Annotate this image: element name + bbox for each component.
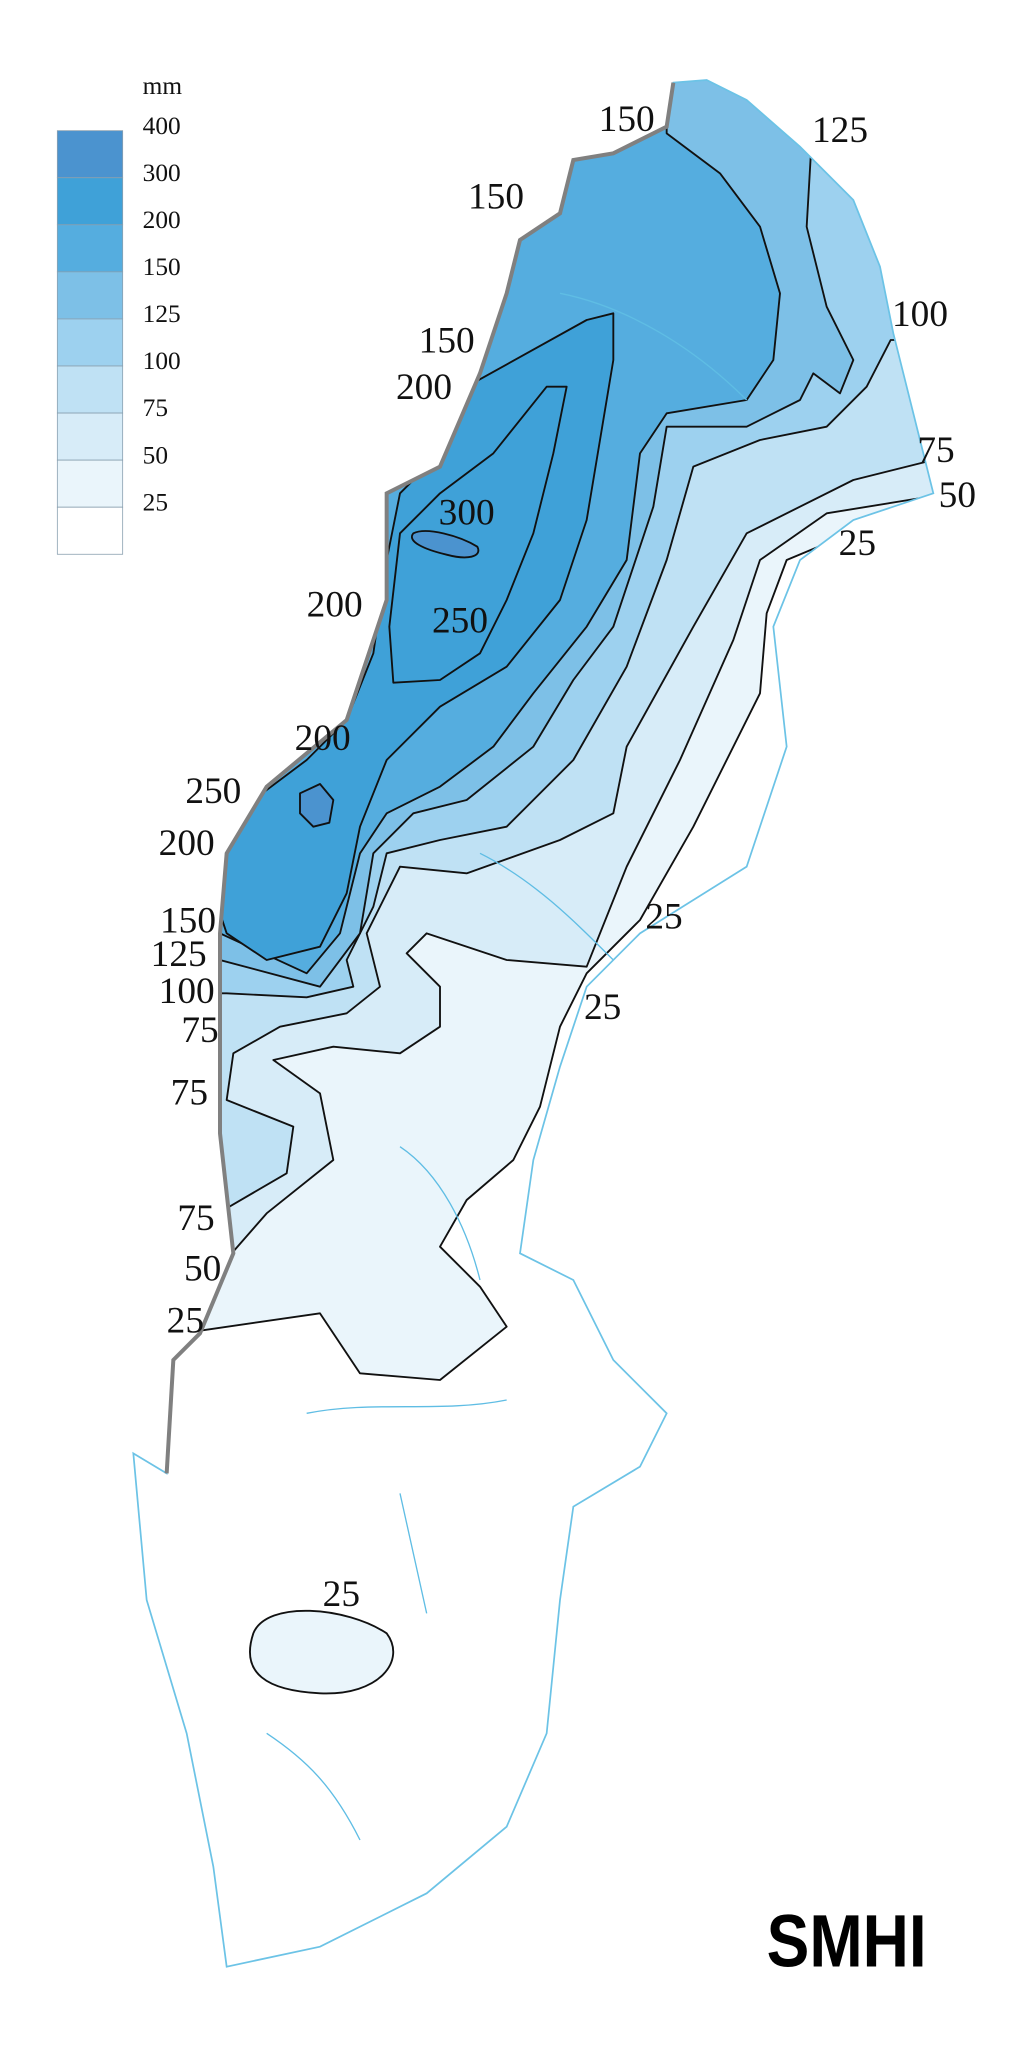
contour-label: 75 [181, 1010, 218, 1051]
legend-swatch [56, 271, 124, 320]
legend-swatch [56, 177, 124, 226]
legend-label: 75 [143, 394, 168, 422]
legend-swatch [56, 130, 124, 179]
legend-label: 100 [143, 347, 181, 375]
contour-label: 200 [295, 718, 351, 759]
zone [388, 385, 568, 684]
contour-label: 75 [171, 1073, 208, 1114]
contour-label: 50 [939, 475, 976, 516]
contour-label: 50 [184, 1249, 221, 1290]
national-border [164, 82, 676, 1474]
contour-label: 250 [185, 771, 241, 812]
contour-label: 125 [151, 934, 207, 975]
legend-swatch [56, 459, 124, 508]
contour-label: 100 [159, 971, 215, 1012]
contour-label: 150 [599, 99, 655, 140]
contour-label: 200 [307, 585, 363, 626]
contour-label: 100 [892, 294, 948, 335]
contour-label: 25 [839, 523, 876, 564]
legend-label: 400 [143, 112, 181, 140]
contour-label: 300 [439, 493, 495, 534]
legend-swatch [56, 365, 124, 414]
legend-label: 125 [143, 300, 181, 328]
contour-label: 125 [812, 110, 868, 151]
legend-label: 50 [143, 441, 168, 469]
contour-label: 200 [159, 823, 215, 864]
zone [410, 530, 480, 559]
logo: SMHI [767, 1898, 927, 1982]
legend-swatch [56, 318, 124, 367]
contour-label: 25 [323, 1574, 360, 1615]
contour-label: 150 [419, 321, 475, 362]
contour-label: 150 [160, 901, 216, 942]
contour-label: 25 [645, 897, 682, 938]
legend-unit: mm [143, 72, 183, 100]
zone [249, 1609, 395, 1695]
legend-label: 150 [143, 253, 181, 281]
contour-label: 75 [917, 430, 954, 471]
legend-label: 25 [143, 488, 168, 516]
legend-swatch [56, 412, 124, 461]
legend-swatch [56, 506, 124, 555]
contour-label: 200 [396, 367, 452, 408]
legend-swatch [56, 224, 124, 273]
legend-label: 300 [143, 159, 181, 187]
contour-label: 150 [468, 177, 524, 218]
river [266, 292, 748, 1841]
contour-label: 25 [584, 987, 621, 1028]
legend: mm 400 300 200 150 125 100 75 50 25 [56, 72, 183, 555]
contour-label: 25 [167, 1301, 204, 1342]
zone [299, 783, 335, 828]
contour-label: 75 [177, 1198, 214, 1239]
legend-label: 200 [143, 206, 181, 234]
contour-label: 250 [432, 601, 488, 642]
